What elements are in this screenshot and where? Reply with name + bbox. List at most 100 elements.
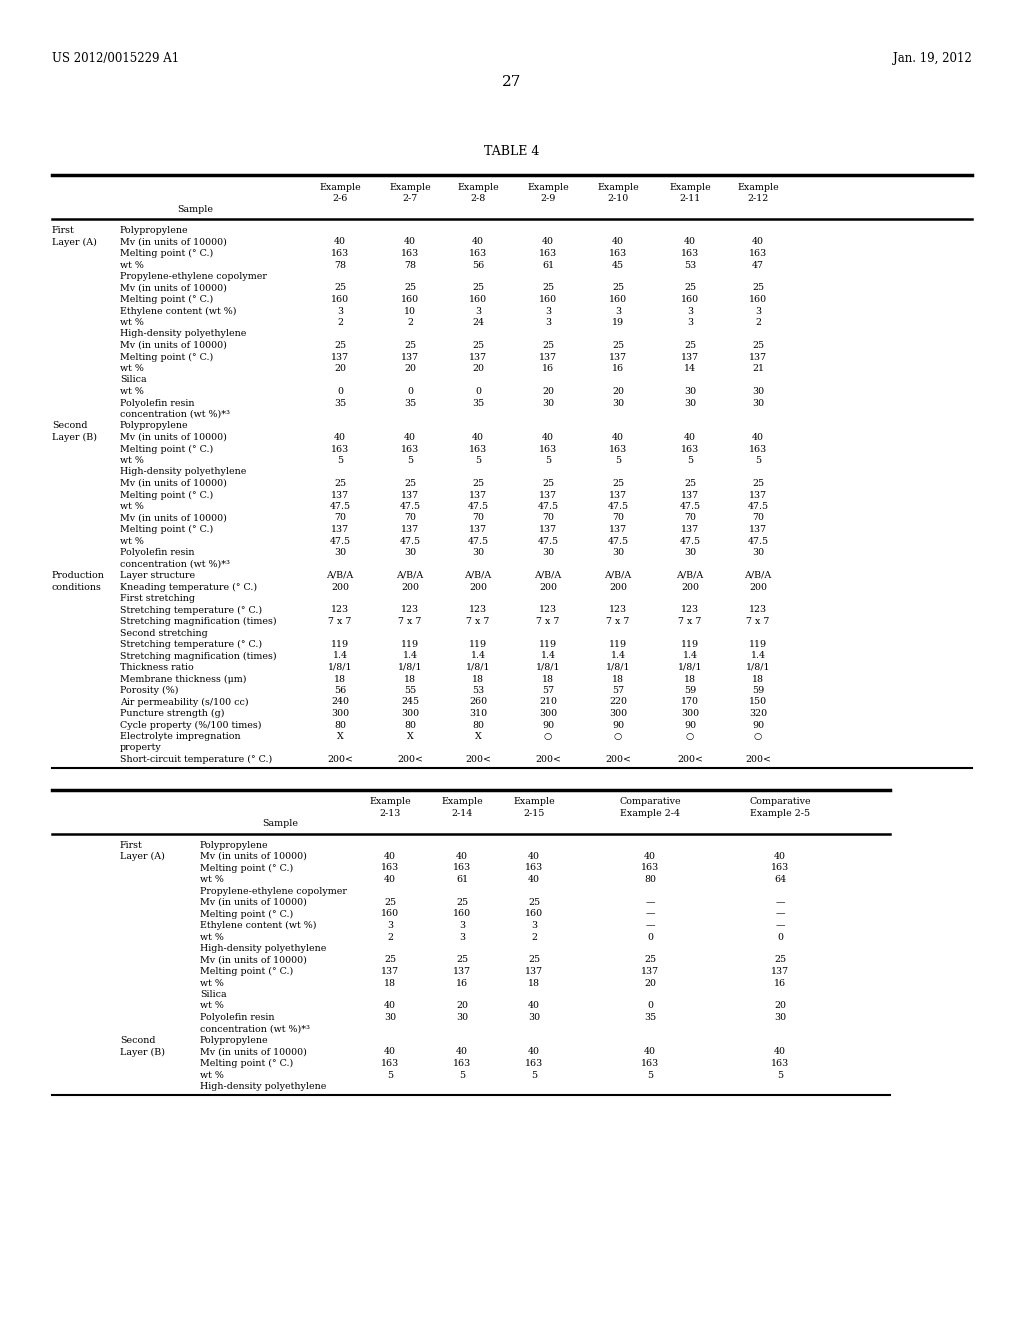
Text: X: X [407,733,414,741]
Text: 30: 30 [542,399,554,408]
Text: 137: 137 [681,491,699,499]
Text: 163: 163 [453,1059,471,1068]
Text: 163: 163 [681,445,699,454]
Text: 25: 25 [542,284,554,293]
Text: 160: 160 [539,294,557,304]
Text: 57: 57 [542,686,554,696]
Text: Example: Example [441,797,483,807]
Text: 18: 18 [384,978,396,987]
Text: 25: 25 [752,284,764,293]
Text: 137: 137 [609,352,627,362]
Text: Example 2-5: Example 2-5 [750,808,810,817]
Text: A/B/A: A/B/A [744,572,772,579]
Text: 40: 40 [384,1002,396,1011]
Text: 3: 3 [615,306,622,315]
Text: property: property [120,743,162,752]
Text: A/B/A: A/B/A [677,572,703,579]
Text: 200<: 200< [745,755,771,764]
Text: 59: 59 [752,686,764,696]
Text: 1/8/1: 1/8/1 [678,663,702,672]
Text: Mv (in units of 10000): Mv (in units of 10000) [120,238,227,247]
Text: ○: ○ [686,733,694,741]
Text: Second stretching: Second stretching [120,628,208,638]
Text: 70: 70 [404,513,416,523]
Text: 7 x 7: 7 x 7 [606,616,630,626]
Text: 61: 61 [456,875,468,884]
Text: ○: ○ [613,733,623,741]
Text: 0: 0 [647,932,653,941]
Text: 137: 137 [381,968,399,975]
Text: 3: 3 [459,932,465,941]
Text: 200: 200 [469,582,487,591]
Text: Melting point (° C.): Melting point (° C.) [120,352,213,362]
Text: 160: 160 [453,909,471,919]
Text: 1/8/1: 1/8/1 [606,663,630,672]
Text: 163: 163 [539,445,557,454]
Text: 3: 3 [687,306,693,315]
Text: X: X [475,733,481,741]
Text: concentration (wt %)*³: concentration (wt %)*³ [200,1024,310,1034]
Text: 163: 163 [381,1059,399,1068]
Text: 163: 163 [609,249,627,257]
Text: 119: 119 [539,640,557,649]
Text: 3: 3 [475,306,481,315]
Text: 30: 30 [542,548,554,557]
Text: 137: 137 [469,525,487,535]
Text: 30: 30 [612,548,624,557]
Text: 0: 0 [777,932,783,941]
Text: Mv (in units of 10000): Mv (in units of 10000) [200,898,307,907]
Text: 30: 30 [684,399,696,408]
Text: 80: 80 [404,721,416,730]
Text: 40: 40 [752,433,764,442]
Text: 47.5: 47.5 [748,502,769,511]
Text: 40: 40 [542,238,554,247]
Text: 163: 163 [749,249,767,257]
Text: 163: 163 [771,1059,790,1068]
Text: 163: 163 [525,1059,543,1068]
Text: 137: 137 [525,968,543,975]
Text: A/B/A: A/B/A [464,572,492,579]
Text: Melting point (° C.): Melting point (° C.) [200,909,293,919]
Text: 24: 24 [472,318,484,327]
Text: 47.5: 47.5 [330,536,350,545]
Text: wt %: wt % [120,364,144,374]
Text: 163: 163 [400,249,419,257]
Text: 40: 40 [472,433,484,442]
Text: Melting point (° C.): Melting point (° C.) [120,525,213,535]
Text: wt %: wt % [200,1002,224,1011]
Text: 2-7: 2-7 [402,194,418,203]
Text: Electrolyte impregnation: Electrolyte impregnation [120,733,241,741]
Text: 40: 40 [644,851,656,861]
Text: 2-11: 2-11 [679,194,700,203]
Text: 163: 163 [749,445,767,454]
Text: Polypropylene: Polypropylene [200,841,268,850]
Text: 137: 137 [749,352,767,362]
Text: 90: 90 [612,721,624,730]
Text: Example: Example [319,183,360,191]
Text: 35: 35 [472,399,484,408]
Text: 57: 57 [612,686,624,696]
Text: Example: Example [513,797,555,807]
Text: Sample: Sample [177,205,213,214]
Text: 3: 3 [545,306,551,315]
Text: 3: 3 [337,306,343,315]
Text: 47.5: 47.5 [607,536,629,545]
Text: 56: 56 [334,686,346,696]
Text: 25: 25 [542,479,554,488]
Text: 137: 137 [749,491,767,499]
Text: First stretching: First stretching [120,594,195,603]
Text: 35: 35 [644,1012,656,1022]
Text: Layer (A): Layer (A) [120,851,165,861]
Text: 119: 119 [469,640,487,649]
Text: 2-10: 2-10 [607,194,629,203]
Text: 90: 90 [684,721,696,730]
Text: A/B/A: A/B/A [327,572,353,579]
Text: Mv (in units of 10000): Mv (in units of 10000) [200,1048,307,1056]
Text: Melting point (° C.): Melting point (° C.) [120,294,213,304]
Text: 0: 0 [475,387,481,396]
Text: 137: 137 [331,352,349,362]
Text: 21: 21 [752,364,764,374]
Text: 1.4: 1.4 [683,652,697,660]
Text: 200: 200 [539,582,557,591]
Text: 123: 123 [609,606,627,615]
